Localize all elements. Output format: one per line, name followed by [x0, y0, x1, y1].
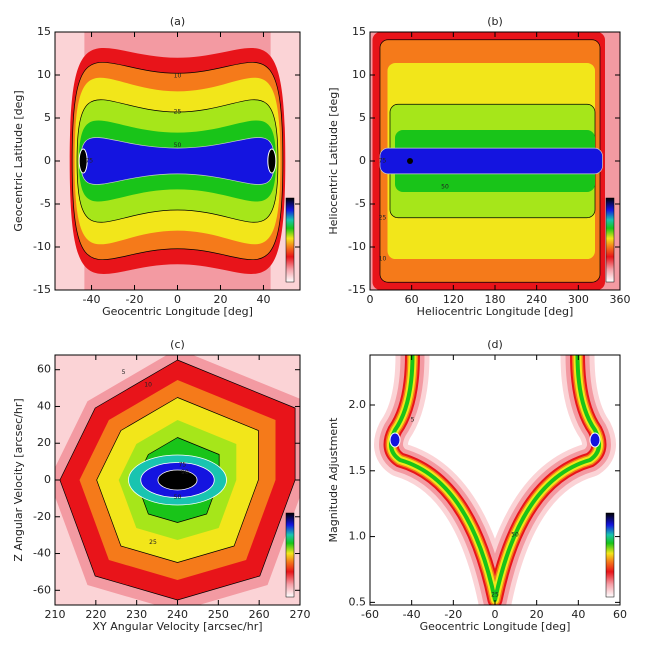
y-tick-label: -40	[33, 547, 51, 560]
peak	[267, 148, 277, 174]
x-tick-label: 20	[213, 293, 227, 306]
y-axis-label: Heliocentric Latitude [deg]	[327, 87, 340, 234]
y-tick-label: 2.0	[349, 398, 367, 411]
contour-label: 75	[179, 462, 187, 469]
contour-label: 5	[122, 369, 126, 376]
contour-label: 50	[511, 532, 519, 539]
contour-label: 90	[181, 469, 189, 476]
colorbar	[285, 197, 295, 283]
y-tick-label: 60	[37, 363, 51, 376]
contour-label: 50	[174, 494, 182, 501]
colorbar	[605, 197, 615, 283]
x-tick-label: 260	[249, 608, 270, 621]
contour-label: 25	[379, 214, 387, 221]
y-axis-label: Magnitude Adjustment	[327, 417, 340, 543]
peak	[78, 148, 88, 174]
x-tick-label: 0	[174, 293, 181, 306]
y-tick-label: 40	[37, 399, 51, 412]
x-tick-label: 180	[485, 293, 506, 306]
contour-label: 50	[441, 183, 449, 190]
y-tick-label: 1.5	[349, 464, 367, 477]
x-tick-label: 0	[492, 608, 499, 621]
y-tick-label: 0.5	[349, 595, 367, 608]
y-tick-label: 1.0	[349, 530, 367, 543]
y-tick-label: 0	[44, 154, 51, 167]
contour-label: 75	[85, 158, 93, 165]
x-axis-label: Geocentric Longitude [deg]	[420, 620, 571, 633]
plot-area: 5 25 50	[370, 355, 620, 605]
colorbar	[605, 512, 615, 598]
y-tick-label: 5	[44, 111, 51, 124]
y-axis-label: Z Angular Velocity [arcsec/hr]	[12, 398, 25, 561]
x-axis-label: XY Angular Velocity [arcsec/hr]	[92, 620, 262, 633]
density-region	[379, 147, 603, 175]
peak	[389, 432, 401, 448]
y-tick-label: 15	[37, 25, 51, 38]
chart-title: (c)	[170, 338, 185, 351]
chart-title: (d)	[487, 338, 503, 351]
x-tick-label: 60	[405, 293, 419, 306]
chart-title: (b)	[487, 15, 503, 28]
x-tick-label: 300	[568, 293, 589, 306]
x-tick-label: 250	[208, 608, 229, 621]
x-tick-label: 120	[443, 293, 464, 306]
y-tick-label: 0	[44, 473, 51, 486]
y-axis-label: Geocentric Latitude [deg]	[12, 90, 25, 231]
x-tick-label: 40	[256, 293, 270, 306]
plot-area: 10 25 50 75	[55, 32, 300, 290]
y-tick-label: -15	[33, 283, 51, 296]
y-tick-label: 10	[37, 68, 51, 81]
y-tick-label: 0	[359, 154, 366, 167]
y-tick-label: -5	[355, 197, 366, 210]
plot-area: 10 25 50 75	[370, 32, 620, 290]
x-tick-label: -40	[83, 293, 101, 306]
contour-label: 5	[411, 417, 415, 424]
x-tick-label: -60	[361, 608, 379, 621]
peak	[407, 158, 413, 164]
x-tick-label: 270	[290, 608, 311, 621]
y-tick-label: -20	[33, 510, 51, 523]
x-tick-label: -40	[403, 608, 421, 621]
y-tick-label: -60	[33, 583, 51, 596]
x-tick-label: 240	[526, 293, 547, 306]
peak	[589, 432, 601, 448]
y-tick-label: 5	[359, 111, 366, 124]
x-tick-label: 60	[613, 608, 627, 621]
x-tick-label: 230	[126, 608, 147, 621]
contour-label: 25	[174, 108, 182, 115]
x-axis-label: Geocentric Longitude [deg]	[102, 305, 253, 318]
y-tick-label: -5	[40, 197, 51, 210]
y-tick-label: 10	[352, 68, 366, 81]
colorbar	[285, 512, 295, 598]
y-tick-label: -10	[33, 240, 51, 253]
contour-label: 10	[379, 256, 387, 263]
contour-label: 75	[379, 158, 387, 165]
density-region	[157, 469, 198, 491]
y-tick-label: 15	[352, 25, 366, 38]
x-tick-label: 360	[610, 293, 631, 306]
contour-label: 25	[149, 539, 157, 546]
x-tick-label: 40	[571, 608, 585, 621]
x-tick-label: -20	[126, 293, 144, 306]
x-tick-label: -20	[444, 608, 462, 621]
x-tick-label: 0	[367, 293, 374, 306]
y-tick-label: -15	[348, 283, 366, 296]
y-tick-label: 20	[37, 436, 51, 449]
x-tick-label: 220	[85, 608, 106, 621]
contour-label: 25	[491, 592, 499, 599]
chart-title: (a)	[170, 15, 185, 28]
x-tick-label: 20	[530, 608, 544, 621]
contour-label: 50	[174, 142, 182, 149]
y-tick-label: -10	[348, 240, 366, 253]
contour-label: 10	[174, 72, 182, 79]
x-tick-label: 210	[45, 608, 66, 621]
contour-label: 10	[144, 382, 152, 389]
x-tick-label: 240	[167, 608, 188, 621]
x-axis-label: Heliocentric Longitude [deg]	[417, 305, 574, 318]
